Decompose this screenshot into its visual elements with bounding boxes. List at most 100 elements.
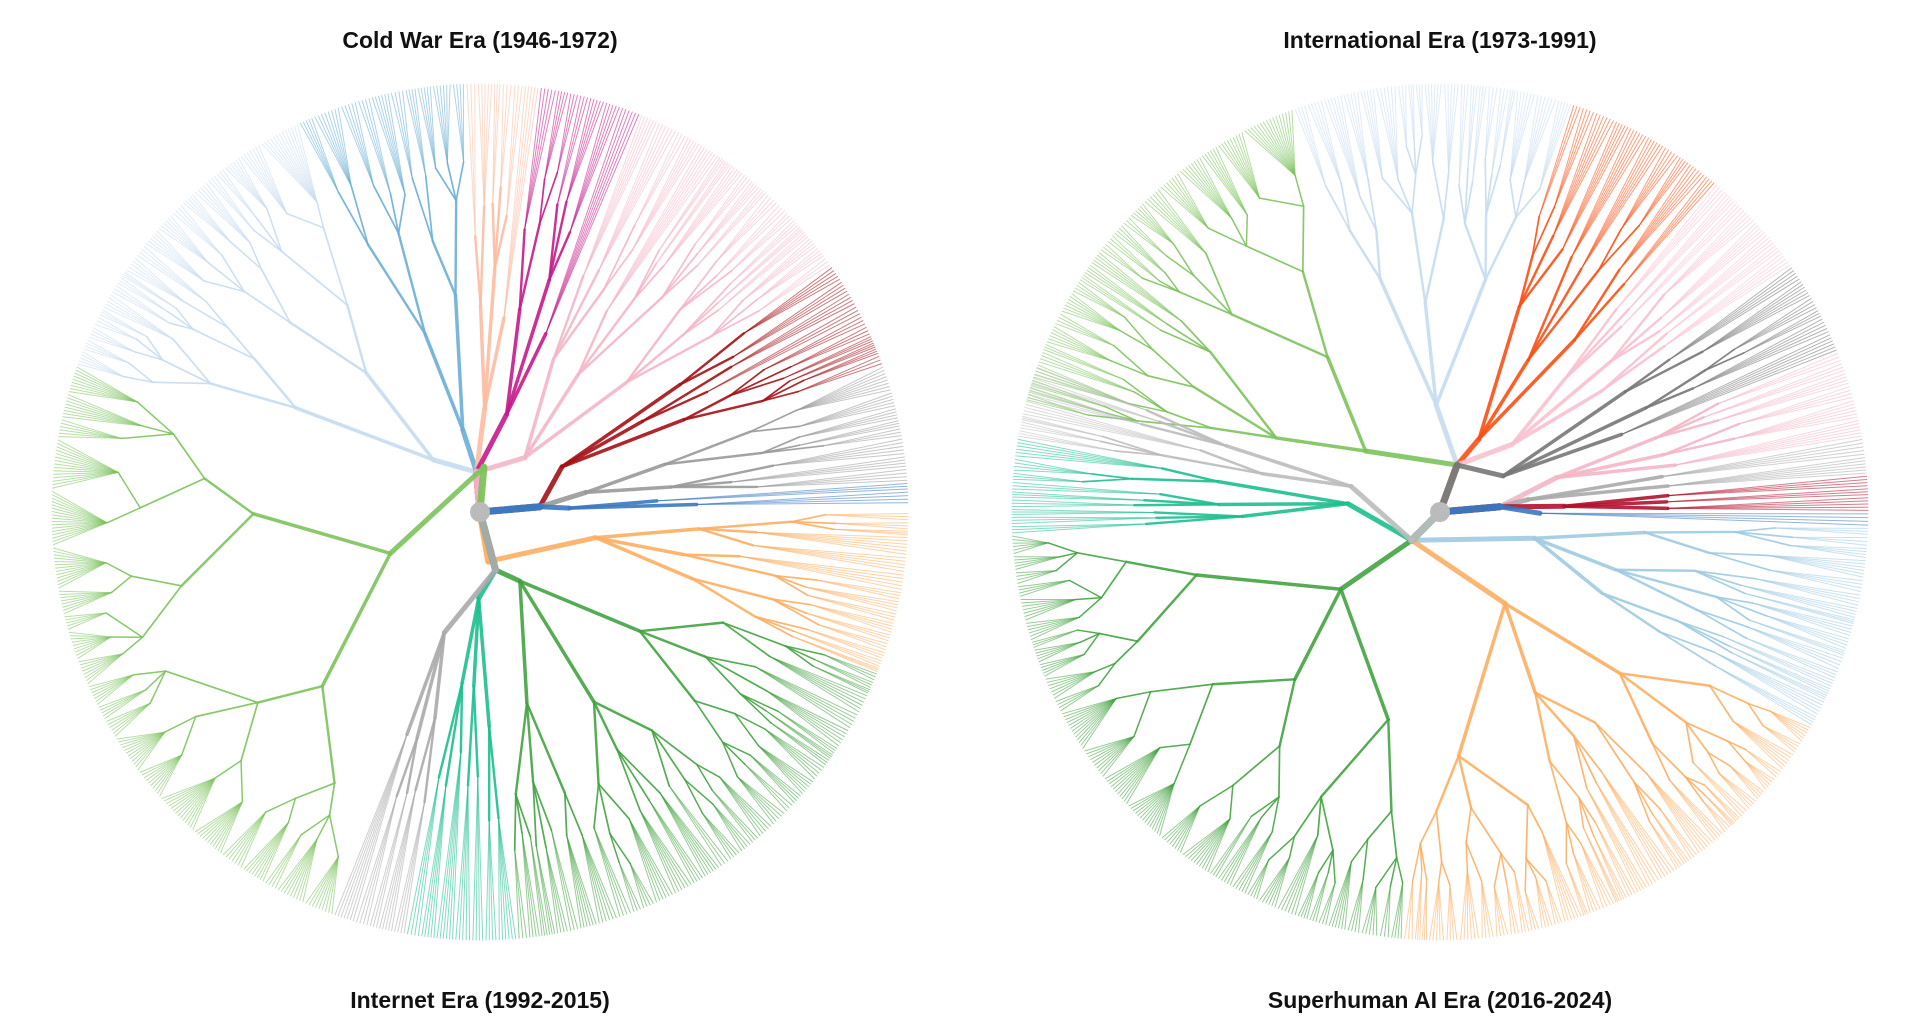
leaf (1646, 773, 1703, 852)
branch (350, 185, 369, 246)
leaf (120, 731, 166, 746)
leaf (1019, 427, 1102, 442)
leaf (545, 114, 640, 335)
leaf (1743, 312, 1820, 354)
leaf (1659, 808, 1697, 856)
leaf (344, 105, 375, 187)
leaf (60, 422, 123, 439)
branch (698, 527, 758, 534)
leaf (1541, 832, 1569, 921)
leaf (1012, 485, 1161, 495)
branch (1440, 861, 1451, 886)
branch (790, 520, 837, 525)
branch (1548, 760, 1568, 824)
leaf (1068, 698, 1117, 726)
branch (1623, 350, 1704, 393)
branch (482, 316, 506, 411)
leaf (90, 674, 134, 691)
leaf (1768, 555, 1866, 562)
branch (560, 382, 682, 469)
branch (576, 298, 636, 376)
leaf (66, 612, 107, 627)
leaf (1586, 787, 1647, 888)
branch (1662, 422, 1741, 456)
leaf (1791, 536, 1868, 546)
branch (1081, 477, 1133, 483)
leaf (1029, 387, 1107, 414)
leaf (1301, 106, 1326, 186)
leaf (1466, 869, 1480, 939)
leaf (1071, 698, 1117, 732)
leaf (1090, 736, 1135, 760)
leaf (51, 504, 108, 524)
leaf (752, 544, 905, 572)
leaf (1539, 102, 1566, 190)
leaf (317, 115, 352, 188)
leaf (581, 834, 604, 923)
leaf (1649, 821, 1678, 870)
leaf (545, 110, 630, 335)
leaf (1620, 155, 1678, 231)
leaf (1580, 843, 1611, 906)
leaf (1714, 665, 1812, 726)
branch (1350, 838, 1369, 863)
leaf (141, 754, 183, 776)
branch (1130, 477, 1220, 483)
leaf (566, 835, 594, 926)
leaf (1013, 542, 1049, 551)
leaf (818, 624, 888, 645)
branch (1465, 806, 1472, 844)
leaf (1552, 115, 1604, 237)
branch (625, 308, 682, 384)
leaf (296, 838, 318, 900)
leaf (1027, 616, 1080, 627)
leaf (172, 212, 223, 256)
branch (1339, 587, 1391, 722)
branch (1733, 531, 1792, 547)
branch (286, 212, 325, 229)
leaf (1196, 159, 1232, 219)
leaf (429, 86, 437, 169)
leaf (97, 674, 134, 705)
leaf (1747, 626, 1839, 669)
leaf (452, 84, 465, 163)
leaf (1041, 355, 1135, 393)
branch (474, 406, 488, 475)
leaf (658, 159, 725, 251)
branch (625, 334, 713, 384)
branch (710, 299, 744, 337)
branch (411, 177, 434, 242)
leaf (240, 811, 267, 868)
leaf (823, 654, 877, 675)
leaf (1701, 284, 1804, 353)
leaf (297, 124, 318, 203)
leaf (1552, 118, 1611, 237)
leaf (161, 777, 216, 799)
leaf (124, 272, 177, 309)
branch (1159, 743, 1191, 749)
branch (1160, 454, 1264, 475)
branch (1366, 810, 1393, 841)
leaf (219, 171, 256, 217)
leaf (1621, 349, 1837, 435)
leaf (59, 592, 112, 595)
leaf (139, 251, 207, 302)
leaf (1586, 787, 1639, 893)
leaf (1103, 246, 1143, 279)
leaf (566, 835, 588, 927)
leaf (1702, 366, 1844, 418)
leaf (1058, 685, 1099, 709)
branch (105, 612, 144, 639)
leaf (1383, 885, 1391, 937)
leaf (1394, 882, 1404, 939)
leaf (1467, 85, 1478, 169)
leaf (1229, 138, 1261, 199)
leaf (267, 139, 318, 203)
leaf (1541, 832, 1576, 919)
leaf (582, 121, 657, 277)
leaf (1663, 217, 1752, 296)
leaf (565, 98, 592, 203)
leaf (1572, 852, 1591, 914)
branch (221, 254, 246, 293)
leaf (1768, 555, 1865, 572)
